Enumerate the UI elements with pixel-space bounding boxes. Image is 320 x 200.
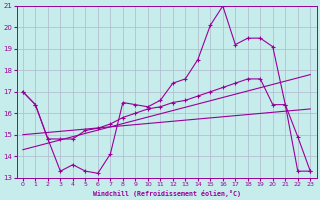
X-axis label: Windchill (Refroidissement éolien,°C): Windchill (Refroidissement éolien,°C) [92, 190, 241, 197]
